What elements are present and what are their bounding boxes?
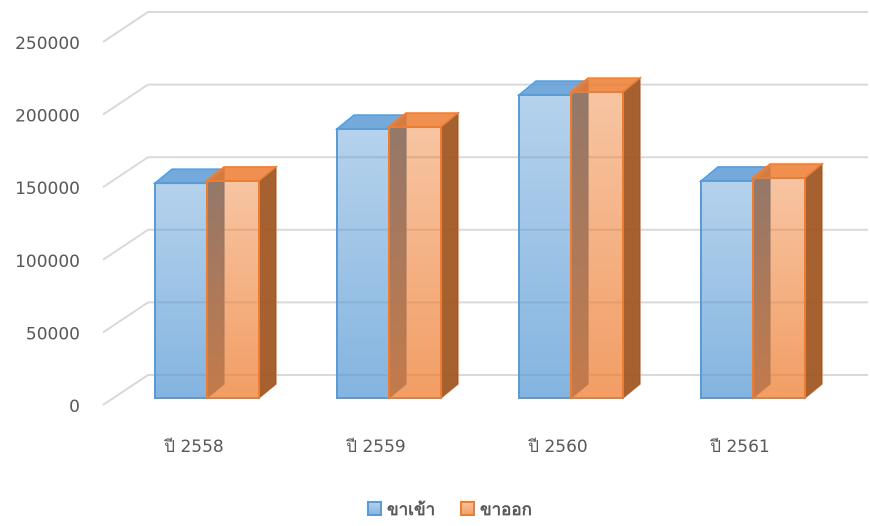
bar-side-shade bbox=[623, 78, 640, 398]
grid-line bbox=[102, 83, 868, 116]
bar-side-shade bbox=[805, 164, 822, 398]
legend-label: ขาออก bbox=[480, 500, 532, 520]
bar bbox=[700, 179, 754, 399]
legend-swatch bbox=[460, 501, 475, 516]
x-tick-label: ปี 2561 bbox=[709, 437, 769, 457]
y-tick-label: 150000 bbox=[15, 179, 80, 199]
bar bbox=[518, 93, 572, 400]
bar bbox=[206, 179, 260, 399]
y-tick-label: 100000 bbox=[15, 252, 80, 272]
x-tick-label: ปี 2558 bbox=[163, 437, 223, 457]
bar bbox=[336, 127, 390, 399]
y-tick-label: 0 bbox=[69, 397, 80, 417]
legend-swatch bbox=[367, 501, 382, 516]
grid-line bbox=[102, 11, 868, 43]
y-tick-label: 200000 bbox=[15, 107, 80, 127]
x-tick-label: ปี 2560 bbox=[527, 437, 587, 457]
y-tick-label: 250000 bbox=[15, 34, 80, 54]
y-tick-label: 50000 bbox=[26, 324, 80, 344]
bar bbox=[388, 126, 442, 400]
bar-side-shade bbox=[259, 166, 276, 398]
bar-side-shade bbox=[441, 113, 458, 399]
bar bbox=[154, 182, 208, 399]
bar bbox=[752, 177, 806, 399]
bar bbox=[570, 91, 624, 399]
legend-label: ขาเข้า bbox=[387, 500, 435, 520]
x-tick-label: ปี 2559 bbox=[345, 437, 405, 457]
